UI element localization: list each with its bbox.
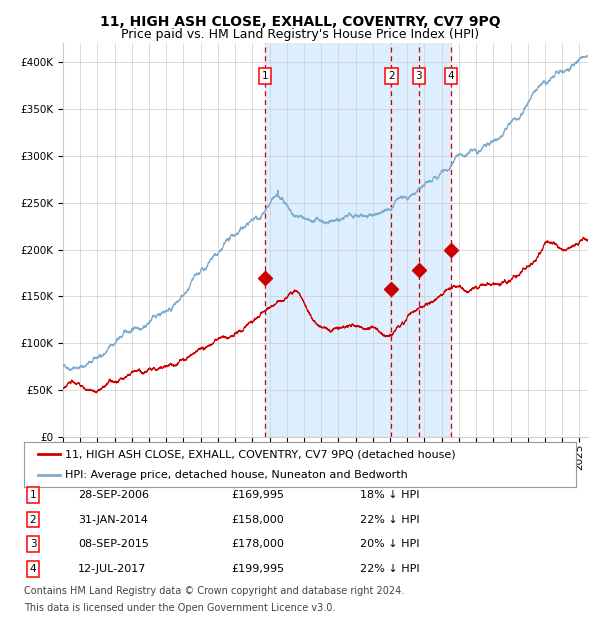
- Text: 22% ↓ HPI: 22% ↓ HPI: [360, 515, 419, 525]
- Text: 3: 3: [29, 539, 37, 549]
- Text: 11, HIGH ASH CLOSE, EXHALL, COVENTRY, CV7 9PQ: 11, HIGH ASH CLOSE, EXHALL, COVENTRY, CV…: [100, 16, 500, 30]
- Text: 08-SEP-2015: 08-SEP-2015: [78, 539, 149, 549]
- Text: 11, HIGH ASH CLOSE, EXHALL, COVENTRY, CV7 9PQ (detached house): 11, HIGH ASH CLOSE, EXHALL, COVENTRY, CV…: [65, 449, 456, 459]
- Text: This data is licensed under the Open Government Licence v3.0.: This data is licensed under the Open Gov…: [24, 603, 335, 613]
- Text: 20% ↓ HPI: 20% ↓ HPI: [360, 539, 419, 549]
- Text: Contains HM Land Registry data © Crown copyright and database right 2024.: Contains HM Land Registry data © Crown c…: [24, 587, 404, 596]
- Text: 18% ↓ HPI: 18% ↓ HPI: [360, 490, 419, 500]
- Text: 4: 4: [29, 564, 37, 574]
- Text: £178,000: £178,000: [231, 539, 284, 549]
- Text: HPI: Average price, detached house, Nuneaton and Bedworth: HPI: Average price, detached house, Nune…: [65, 469, 408, 480]
- Text: 3: 3: [416, 71, 422, 81]
- Text: £199,995: £199,995: [231, 564, 284, 574]
- Text: 1: 1: [262, 71, 268, 81]
- Text: 2: 2: [29, 515, 37, 525]
- Text: 2: 2: [388, 71, 395, 81]
- Text: 22% ↓ HPI: 22% ↓ HPI: [360, 564, 419, 574]
- Text: 31-JAN-2014: 31-JAN-2014: [78, 515, 148, 525]
- Text: 1: 1: [29, 490, 37, 500]
- Text: 28-SEP-2006: 28-SEP-2006: [78, 490, 149, 500]
- Text: £158,000: £158,000: [231, 515, 284, 525]
- Text: 4: 4: [448, 71, 454, 81]
- Text: £169,995: £169,995: [231, 490, 284, 500]
- Text: Price paid vs. HM Land Registry's House Price Index (HPI): Price paid vs. HM Land Registry's House …: [121, 28, 479, 41]
- Text: 12-JUL-2017: 12-JUL-2017: [78, 564, 146, 574]
- Bar: [265, 43, 451, 437]
